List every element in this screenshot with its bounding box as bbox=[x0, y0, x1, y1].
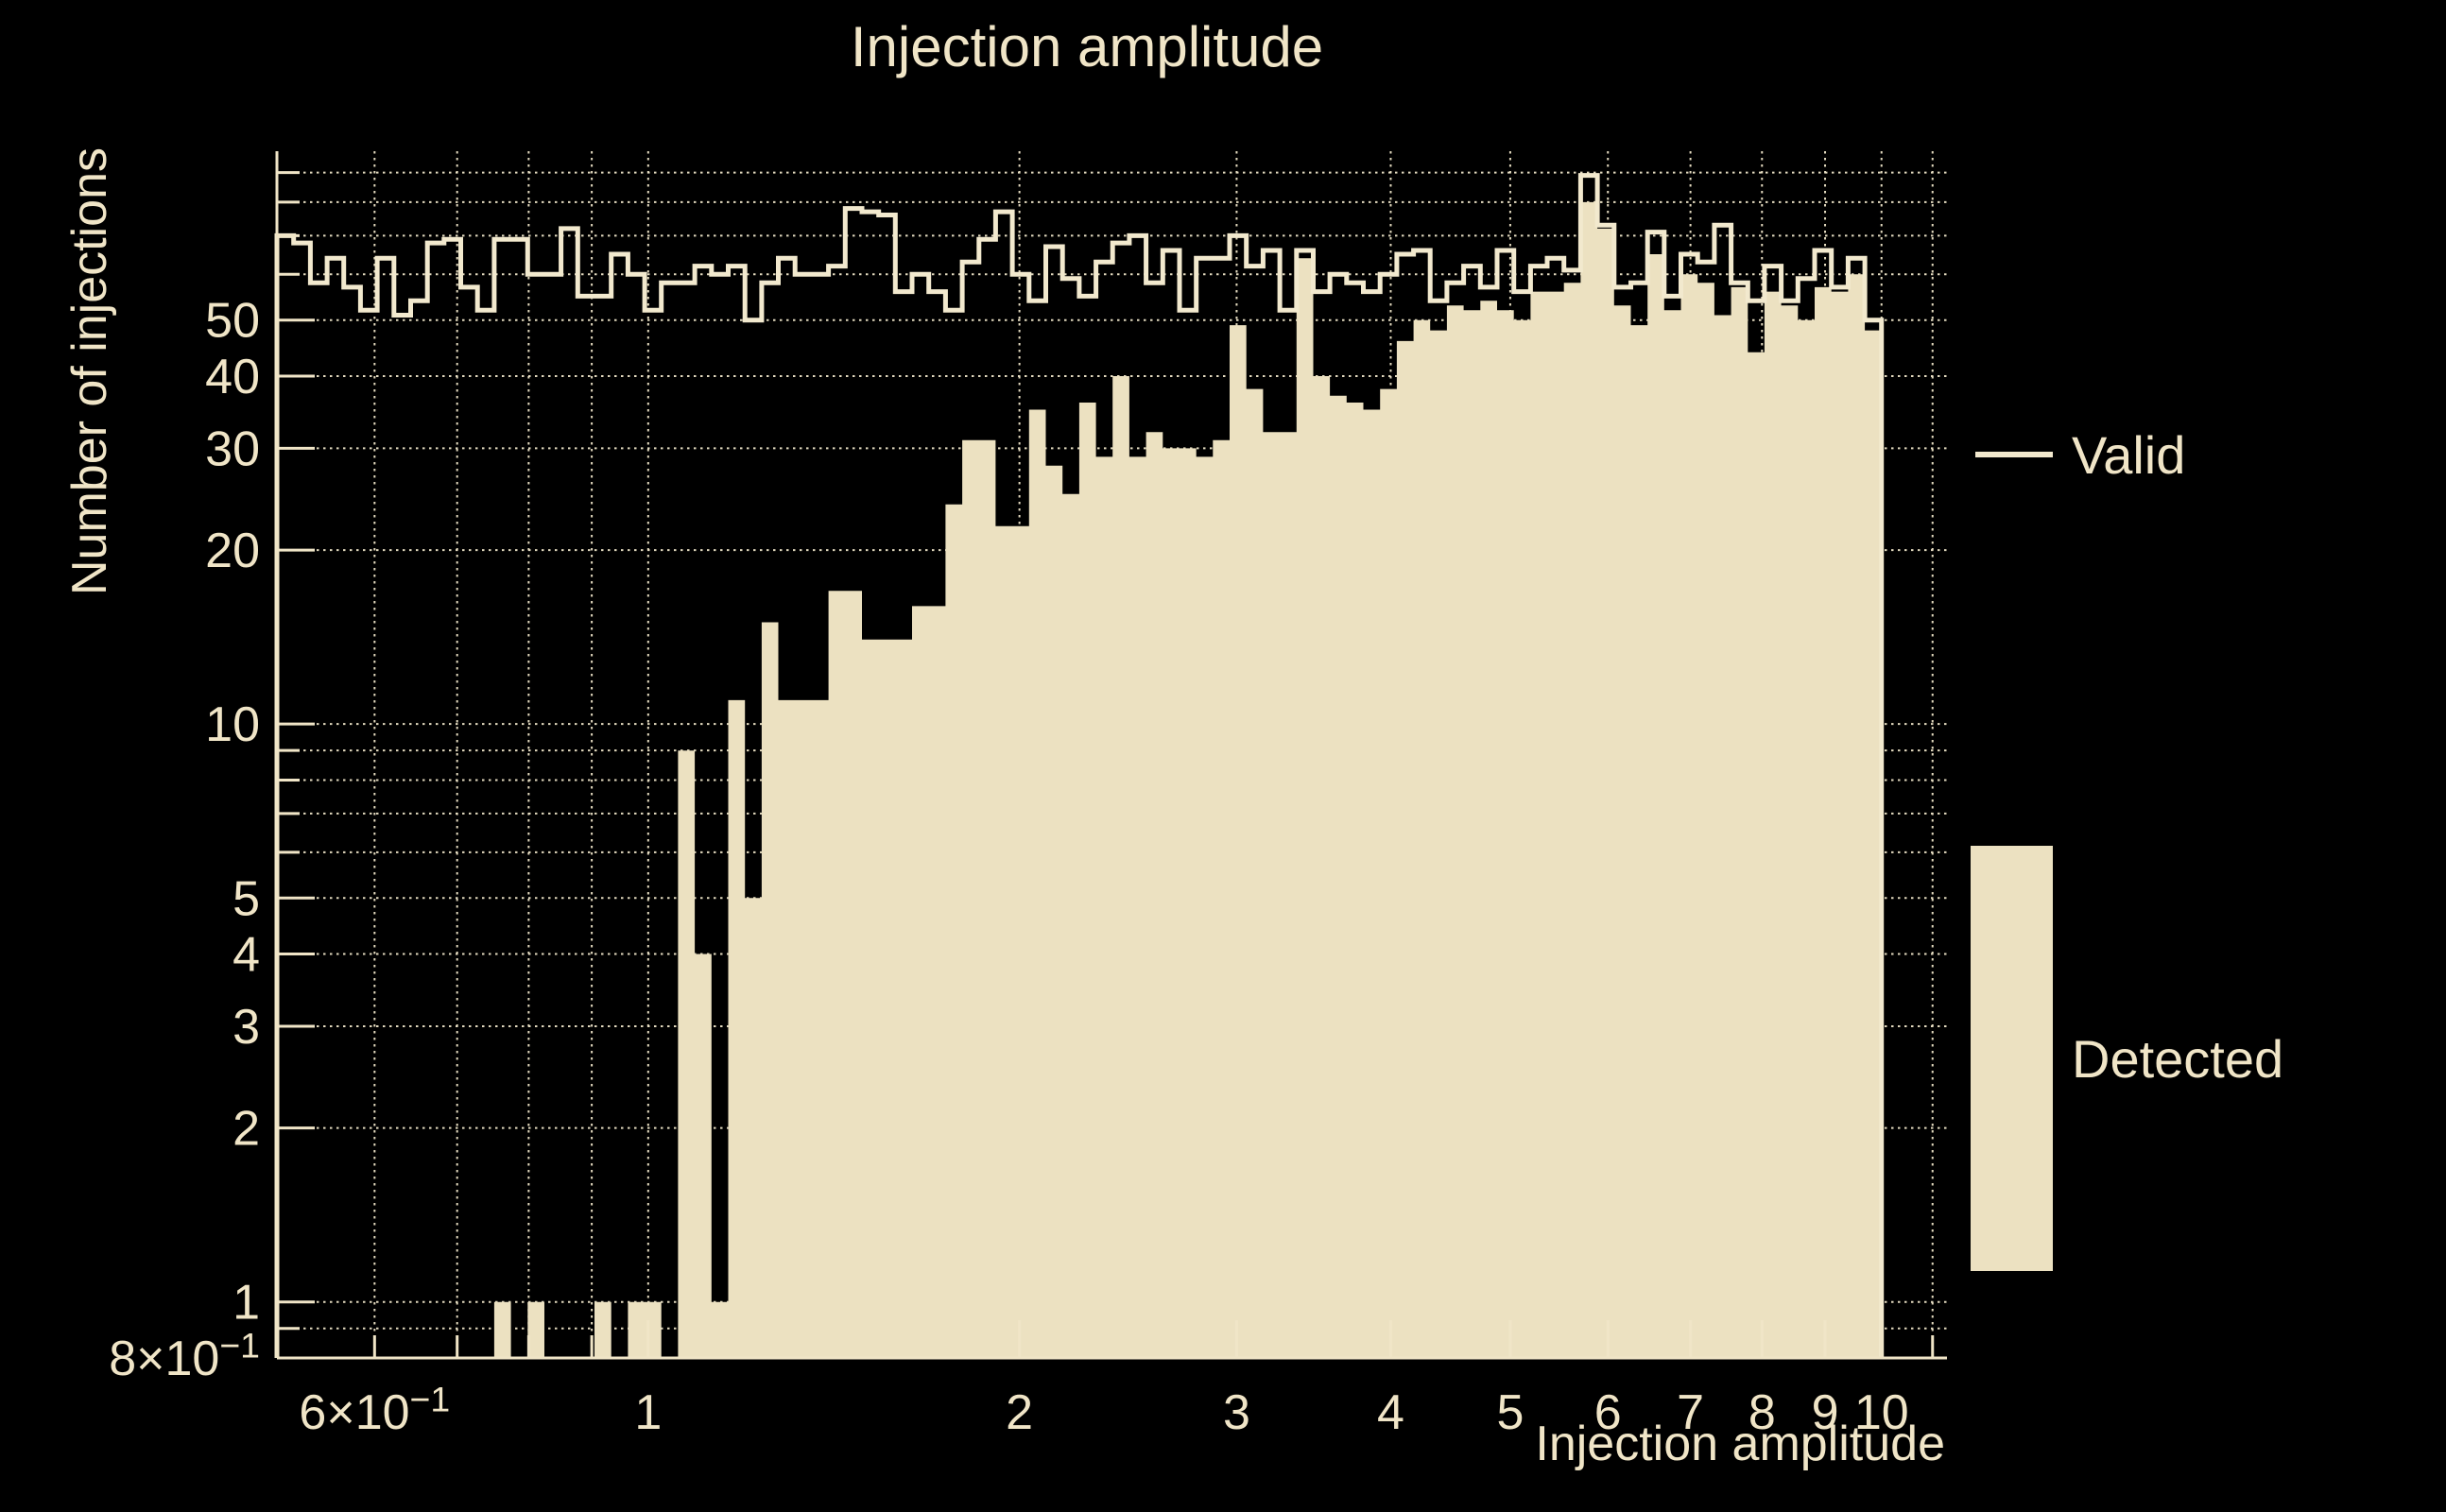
tick-label: 9 bbox=[1812, 1385, 1839, 1440]
legend-valid-label: Valid bbox=[2072, 425, 2185, 485]
tick-label: 10 bbox=[205, 697, 260, 752]
chart-title: Injection amplitude bbox=[851, 15, 1323, 78]
tick-label: 2 bbox=[233, 1102, 260, 1157]
tick-label: 4 bbox=[233, 928, 260, 983]
legend-detected-box-marker bbox=[1971, 846, 2053, 1271]
tick-label: 5 bbox=[1496, 1385, 1524, 1440]
detected-histogram-fill bbox=[277, 201, 1882, 1358]
tick-label: 6×10−1 bbox=[299, 1379, 450, 1440]
y-axis-title: Number of injections bbox=[62, 147, 117, 595]
valid-histogram-outline bbox=[274, 173, 1885, 1358]
tick-label: 30 bbox=[205, 421, 260, 476]
axis-frame bbox=[275, 151, 1947, 1360]
tick-label: 3 bbox=[233, 1000, 260, 1055]
tick-label: 7 bbox=[1677, 1385, 1704, 1440]
tick-label: 8×10−1 bbox=[109, 1325, 260, 1386]
tick-label: 4 bbox=[1377, 1385, 1404, 1440]
tick-label: 3 bbox=[1223, 1385, 1250, 1440]
legend-detected-label: Detected bbox=[2072, 1029, 2283, 1089]
x-axis-title: Injection amplitude bbox=[1535, 1417, 1945, 1471]
axis-ticks bbox=[277, 171, 1935, 1358]
tick-label: 8 bbox=[1748, 1385, 1776, 1440]
tick-label: 10 bbox=[1854, 1385, 1909, 1440]
tick-label: 5 bbox=[233, 871, 260, 926]
tick-label: 50 bbox=[205, 294, 260, 349]
tick-label: 2 bbox=[1006, 1385, 1033, 1440]
legend: Valid Detected bbox=[1971, 425, 2283, 1271]
tick-label: 20 bbox=[205, 524, 260, 578]
tick-label: 40 bbox=[205, 350, 260, 404]
tick-label: 1 bbox=[634, 1385, 662, 1440]
tick-label: 1 bbox=[233, 1276, 260, 1331]
tick-label: 6 bbox=[1594, 1385, 1622, 1440]
